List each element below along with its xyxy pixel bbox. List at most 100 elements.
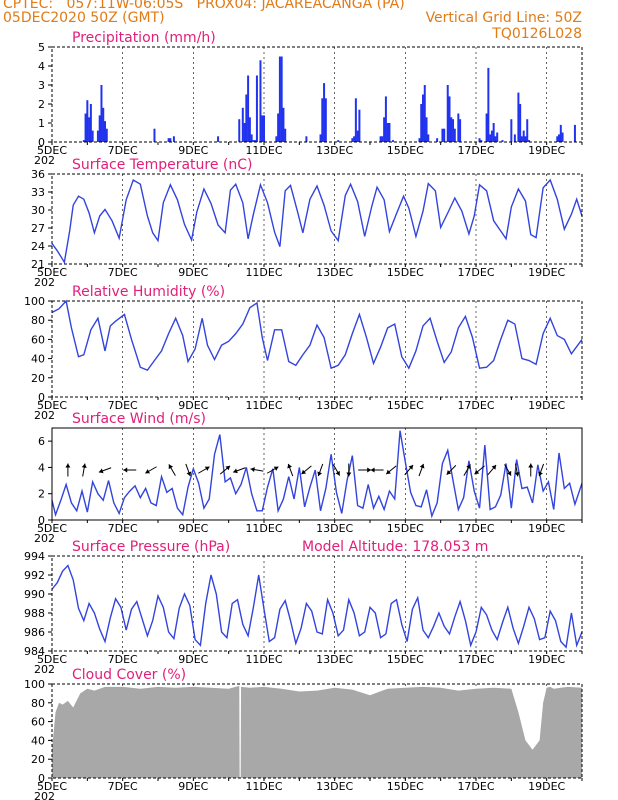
precip-bar	[100, 85, 103, 142]
precip-bar	[305, 136, 308, 142]
x-tick-label: 11DEC	[245, 399, 282, 412]
x-tick-label: 7DEC	[108, 266, 138, 279]
x-tick-label: 17DEC	[457, 399, 494, 412]
wind-arrow	[168, 464, 176, 476]
precip-bar	[487, 67, 490, 142]
y-tick-label: 4	[38, 60, 45, 73]
wind-arrow-head	[145, 469, 151, 474]
x-tick-label: 9DEC	[178, 399, 208, 412]
precip-bar	[494, 136, 497, 142]
y-tick-label: 80	[31, 697, 45, 710]
wind-arrow	[317, 463, 324, 477]
precip-bar	[420, 104, 423, 142]
y-tick-label: 2	[38, 488, 45, 501]
wind-arrow-head	[204, 466, 210, 471]
precip-bar	[172, 136, 175, 142]
precip-bar	[573, 124, 576, 142]
precip-bar	[280, 56, 283, 142]
wind-arrow-head	[186, 471, 192, 477]
precip-bar	[524, 136, 527, 142]
panel-1: 0 1 2 3 4 5 5DEC 7DEC 9DEC 11DEC 13DEC 15DEC 17DEC 19…	[34, 30, 583, 167]
x-tick-label: 7DEC	[108, 653, 138, 666]
precip-bar	[436, 138, 439, 142]
wind-arrow-head	[466, 464, 471, 470]
x-tick-label: 9DEC	[178, 780, 208, 793]
precip-bar	[84, 113, 87, 142]
precip-bar	[217, 136, 220, 142]
wind-arrow-head	[538, 471, 543, 477]
precip-bar	[441, 128, 444, 142]
wind-arrow	[487, 464, 497, 476]
wind-arrow-head	[301, 469, 307, 475]
x-tick-label: 15DEC	[387, 653, 424, 666]
y-tick-label: 5	[38, 41, 45, 54]
y-tick-label: 3	[38, 79, 45, 92]
precip-bar	[275, 136, 278, 142]
precip-bar	[89, 104, 92, 142]
precip-bar	[485, 113, 488, 142]
wind-arrow	[81, 463, 87, 477]
precip-bar	[383, 117, 386, 142]
precip-bar	[353, 136, 356, 142]
precip-bar	[241, 107, 244, 142]
x-tick-label: 5DEC	[37, 780, 67, 793]
precip-bar	[457, 113, 460, 142]
precip-bar	[278, 56, 281, 142]
wind-arrow-head	[491, 465, 497, 470]
wind-arrow	[514, 463, 520, 477]
wind-arrow-head	[419, 463, 425, 469]
precip-bar	[243, 123, 246, 142]
series-line	[51, 430, 583, 519]
x-tick-label: 13DEC	[316, 653, 353, 666]
panel-5: 984 986 988 990 992 994 5DEC 7DEC 9DEC 11DEC 13DEC…	[24, 539, 583, 676]
y-tick-label: 986	[24, 626, 45, 639]
wind-arrow	[232, 467, 246, 474]
y-tick-label: 30	[31, 204, 45, 217]
precip-bar	[459, 119, 462, 142]
precip-bar	[169, 138, 172, 142]
precip-bar	[263, 115, 265, 142]
wind-arrow-head	[446, 470, 452, 475]
y-tick-label: 992	[24, 569, 45, 582]
y-tick-label: 21	[31, 258, 45, 271]
wind-arrow	[332, 464, 341, 476]
precip-bar	[513, 134, 516, 142]
wind-arrow	[358, 467, 372, 473]
precip-bar	[446, 85, 449, 142]
x-tick-label: 13DEC	[316, 399, 353, 412]
precip-bar	[88, 117, 91, 142]
y-tick-label: 40	[31, 353, 45, 366]
precip-bar	[252, 140, 255, 142]
precip-bar	[354, 98, 357, 142]
precip-bar	[91, 130, 94, 142]
precip-bar	[448, 96, 451, 142]
precip-bar	[496, 132, 499, 142]
wind-arrow-head	[123, 467, 128, 473]
y-tick-label: 20	[31, 753, 45, 766]
y-tick-label: 27	[31, 222, 45, 235]
wind-arrow-head	[273, 466, 279, 471]
x-tick-label: 17DEC	[457, 780, 494, 793]
x-tick-label: 19DEC	[528, 522, 565, 535]
header-model-code: TQ0126L028	[492, 26, 582, 42]
precip-bar	[452, 119, 455, 142]
precip-bar	[520, 136, 523, 142]
y-tick-label: 40	[31, 734, 45, 747]
wind-arrow-head	[514, 472, 520, 477]
wind-arrow	[346, 463, 352, 477]
panel-title: Cloud Cover (%)	[72, 667, 186, 683]
wind-arrow-head	[474, 469, 480, 475]
precip-bar	[558, 134, 561, 142]
x-tick-label: 13DEC	[316, 780, 353, 793]
x-tick-label: 13DEC	[316, 522, 353, 535]
y-tick-label: 988	[24, 607, 45, 620]
year-label: 202	[34, 409, 55, 422]
year-label: 202	[34, 663, 55, 676]
precip-bar	[453, 128, 456, 142]
wind-arrow	[404, 464, 414, 476]
header-date: 05DEC2020 50Z (GMT)	[3, 10, 165, 26]
wind-arrow-head	[98, 468, 104, 474]
panel-title: Surface Wind (m/s)	[72, 411, 206, 427]
precip-bar	[522, 130, 525, 142]
